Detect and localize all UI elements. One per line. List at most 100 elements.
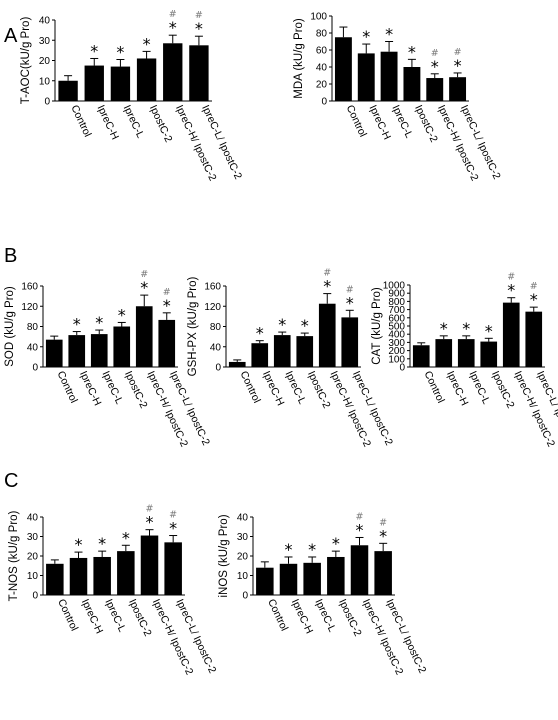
category-label: IpreC-L — [102, 597, 128, 634]
bar — [68, 335, 86, 367]
significance-hash: # — [530, 281, 538, 292]
y-tick-label: 20 — [27, 552, 39, 563]
significance-hash: # — [431, 48, 439, 59]
significance-star: * — [118, 305, 126, 324]
category-label: IpreC-H — [77, 369, 103, 407]
significance-star: * — [507, 281, 515, 300]
significance-star: * — [73, 315, 81, 334]
y-axis-label: T-AOC(kU/g Pro) — [20, 17, 32, 105]
bar — [256, 567, 274, 595]
significance-star: * — [385, 25, 393, 44]
y-tick-label: 160 — [21, 282, 38, 293]
category-label: IpostC-2 — [126, 597, 154, 638]
bar — [90, 334, 108, 367]
significance-star: * — [323, 277, 331, 296]
significance-star: * — [195, 19, 203, 38]
bar — [45, 339, 63, 367]
bar — [480, 341, 498, 367]
y-tick-label: 300 — [388, 338, 405, 349]
category-label: IpreC-H — [444, 369, 470, 407]
significance-star: * — [98, 534, 106, 553]
bar — [403, 67, 421, 101]
bar — [327, 556, 345, 595]
chart-t-aoc: 0 10 20 30 40 T-AOC(kU/g Pro) Control * IpreC-H *… — [20, 9, 244, 183]
bar — [163, 43, 183, 101]
significance-hash: # — [346, 284, 354, 295]
significance-hash: # — [507, 272, 515, 283]
significance-star: * — [362, 27, 370, 46]
category-label: IpostC-2 — [147, 103, 175, 144]
significance-star: * — [379, 526, 387, 545]
significance-hash: # — [163, 287, 171, 298]
y-axis-label: CAT (kU/g Pro) — [371, 287, 383, 365]
significance-star: * — [169, 18, 177, 37]
y-tick-label: 100 — [310, 12, 327, 23]
bar — [279, 563, 298, 595]
significance-star: * — [116, 42, 124, 61]
significance-hash: # — [379, 517, 387, 528]
category-label: IpreC-H — [367, 103, 393, 141]
category-label: IpreC-H — [289, 597, 315, 635]
significance-hash: # — [454, 47, 462, 58]
y-tick-label: 60 — [316, 46, 328, 57]
bar — [334, 37, 352, 101]
significance-hash: # — [169, 9, 177, 20]
y-tick-label: 0 — [32, 591, 38, 602]
significance-star: * — [140, 278, 148, 297]
significance-hash: # — [195, 10, 203, 21]
category-label: Control — [55, 369, 80, 405]
y-tick-label: 30 — [39, 36, 51, 47]
y-tick-label: 600 — [388, 313, 405, 324]
y-tick-label: 20 — [316, 80, 328, 91]
bar — [189, 45, 209, 101]
bar — [525, 311, 543, 367]
category-label: Control — [344, 103, 369, 139]
significance-star: * — [278, 315, 286, 334]
y-tick-label: 500 — [388, 322, 405, 333]
y-tick-label: 10 — [27, 571, 39, 582]
bar — [110, 66, 131, 101]
y-tick-label: 0 — [321, 97, 327, 108]
panel-letter-b: B — [4, 245, 17, 267]
category-label: IpostC-2 — [336, 597, 364, 638]
y-tick-label: 200 — [388, 346, 405, 357]
y-tick-label: 40 — [237, 513, 249, 524]
bar — [69, 557, 88, 595]
category-label: IpreC-H — [95, 103, 121, 141]
significance-star: * — [122, 528, 130, 547]
significance-star: * — [356, 520, 364, 539]
y-tick-label: 0 — [215, 363, 221, 374]
significance-star: * — [169, 519, 177, 538]
y-tick-label: 160 — [204, 282, 221, 293]
y-tick-label: 120 — [21, 302, 38, 313]
bar — [374, 551, 392, 595]
bar — [273, 335, 291, 367]
category-label: Control — [422, 369, 447, 405]
panel-letter-c: C — [4, 470, 18, 492]
y-tick-label: 0 — [32, 363, 38, 374]
bar — [380, 51, 398, 101]
y-tick-label: 20 — [237, 552, 249, 563]
y-axis-label: GSH-PX (kU/g Pro) — [187, 276, 199, 376]
significance-star: * — [285, 540, 293, 559]
category-label: IpreC-L — [312, 597, 338, 634]
y-tick-label: 20 — [39, 56, 51, 67]
bar — [449, 77, 467, 101]
category-label: IpreC-L — [121, 103, 147, 140]
y-tick-label: 30 — [27, 532, 39, 543]
y-tick-label: 40 — [27, 513, 39, 524]
bar — [357, 53, 375, 101]
significance-star: * — [301, 316, 309, 335]
bar — [251, 343, 269, 367]
significance-star: * — [75, 535, 83, 554]
significance-star: * — [95, 313, 103, 332]
significance-hash: # — [323, 268, 331, 279]
significance-star: * — [530, 290, 538, 309]
y-tick-label: 120 — [204, 302, 221, 313]
bar — [435, 339, 453, 367]
y-tick-label: 80 — [210, 322, 222, 333]
panel-letter-a: A — [4, 25, 18, 47]
bar — [318, 303, 336, 367]
y-tick-label: 800 — [388, 297, 405, 308]
